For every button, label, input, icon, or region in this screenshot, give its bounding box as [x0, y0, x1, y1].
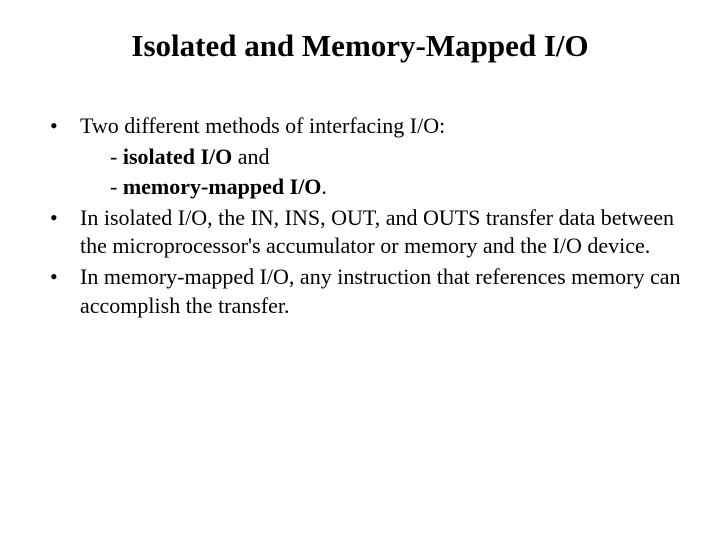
subline-bold: memory-mapped I/O [123, 174, 322, 199]
subline-prefix: - [110, 144, 123, 169]
bullet-item-2: In memory-mapped I/O, any instruction th… [50, 263, 690, 320]
bullet-text-1: In isolated I/O, the IN, INS, OUT, and O… [80, 205, 674, 259]
subline-suffix: and [232, 144, 269, 169]
subline-0-0: - isolated I/O and [50, 143, 690, 172]
subline-suffix: . [321, 174, 327, 199]
subline-0-1: - memory-mapped I/O. [50, 173, 690, 202]
slide-title: Isolated and Memory-Mapped I/O [60, 28, 660, 64]
bullet-text-0: Two different methods of interfacing I/O… [80, 113, 445, 138]
bullet-item-1: In isolated I/O, the IN, INS, OUT, and O… [50, 204, 690, 261]
subline-bold: isolated I/O [123, 144, 232, 169]
bullet-text-2: In memory-mapped I/O, any instruction th… [80, 264, 681, 318]
bullet-item-0: Two different methods of interfacing I/O… [50, 112, 690, 141]
bullet-list: Two different methods of interfacing I/O… [30, 112, 690, 320]
subline-prefix: - [110, 174, 123, 199]
